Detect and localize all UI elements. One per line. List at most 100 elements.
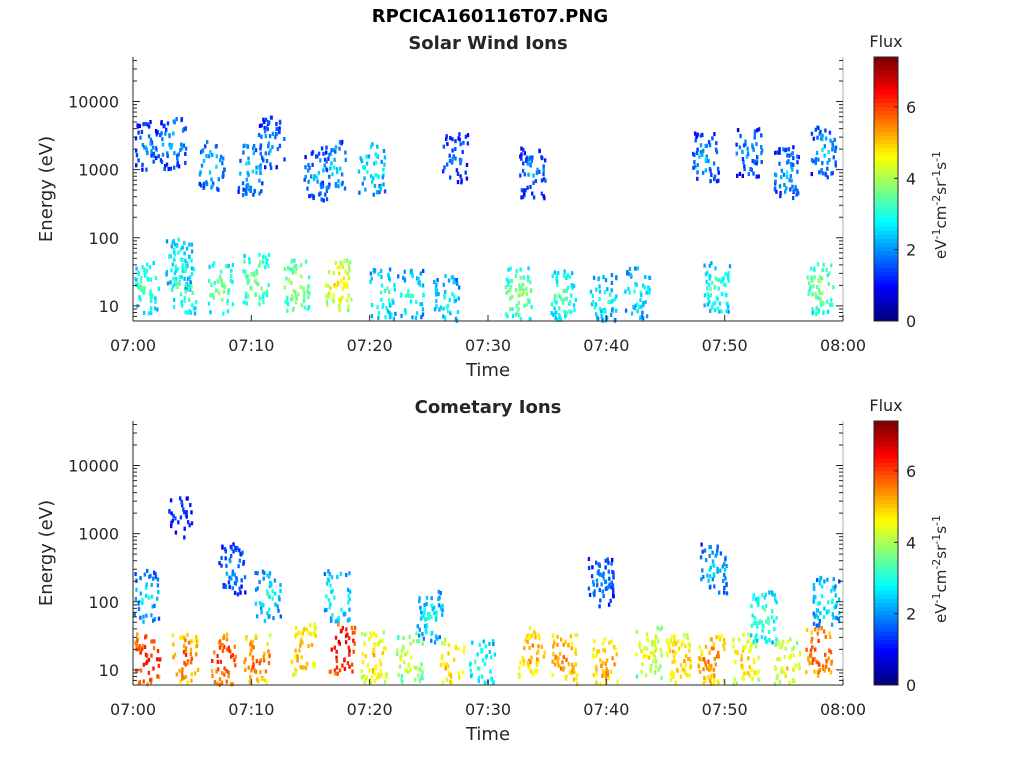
flux-cell	[592, 591, 595, 596]
flux-cell	[714, 266, 717, 271]
flux-cell	[435, 616, 438, 621]
flux-cell	[830, 622, 834, 627]
flux-cell	[743, 167, 746, 172]
flux-cell	[141, 265, 144, 270]
flux-cell	[235, 578, 239, 583]
flux-cell	[253, 189, 257, 194]
flux-cell	[336, 282, 340, 287]
flux-cell	[258, 252, 261, 257]
flux-cell	[421, 307, 425, 312]
flux-cell	[224, 549, 227, 554]
flux-cell	[528, 298, 531, 303]
flux-cell	[646, 655, 650, 660]
flux-cell	[411, 294, 414, 299]
flux-cell	[339, 260, 342, 265]
flux-cell	[633, 289, 636, 294]
flux-cell	[271, 596, 274, 601]
flux-cell	[375, 675, 379, 680]
flux-cell	[765, 619, 768, 624]
flux-cell	[242, 150, 245, 155]
flux-cell	[792, 196, 795, 201]
flux-cell	[811, 310, 815, 315]
flux-cell	[372, 649, 376, 654]
flux-cell	[668, 648, 672, 653]
flux-cell	[300, 655, 303, 660]
flux-cell	[788, 178, 791, 183]
flux-cell	[329, 583, 332, 588]
flux-cell	[341, 625, 344, 630]
flux-cell	[156, 307, 159, 312]
flux-cell	[393, 283, 396, 288]
flux-cell	[713, 673, 716, 678]
flux-cell	[607, 300, 610, 305]
flux-cell	[259, 670, 262, 675]
flux-cell	[195, 652, 198, 657]
flux-cell	[556, 634, 559, 639]
flux-cell	[821, 664, 825, 669]
flux-cell	[334, 619, 337, 624]
flux-cell	[712, 302, 715, 307]
flux-cell	[372, 653, 376, 658]
flux-cell	[755, 174, 758, 179]
flux-cell	[534, 631, 537, 636]
flux-cell	[605, 667, 608, 672]
flux-cell	[708, 574, 712, 579]
flux-cell	[286, 308, 289, 313]
flux-cell	[564, 676, 567, 681]
flux-cell	[286, 266, 290, 271]
flux-cell	[490, 655, 493, 660]
flux-cell	[194, 306, 197, 311]
flux-cell	[454, 316, 458, 321]
flux-cell	[659, 647, 662, 652]
flux-cell	[313, 629, 316, 634]
flux-cell	[136, 638, 139, 643]
flux-cell	[156, 596, 159, 601]
flux-cell	[776, 642, 780, 647]
flux-cell	[373, 643, 376, 648]
flux-cell	[222, 311, 225, 316]
flux-cell	[329, 618, 333, 623]
flux-cell	[754, 644, 758, 649]
flux-cell	[259, 166, 262, 171]
flux-cell	[252, 192, 255, 197]
flux-cell	[488, 641, 491, 646]
flux-cell	[269, 162, 272, 167]
flux-cell	[376, 642, 379, 647]
flux-cell	[425, 602, 428, 607]
flux-cell	[260, 610, 263, 615]
flux-cell	[181, 303, 184, 308]
flux-cell	[725, 583, 728, 588]
flux-cell	[274, 135, 277, 140]
flux-cell	[161, 152, 165, 157]
flux-cell	[813, 669, 816, 674]
flux-cell	[249, 679, 252, 684]
flux-cell	[608, 582, 611, 587]
flux-cell	[245, 191, 248, 196]
flux-cell	[740, 657, 743, 662]
flux-cell	[727, 275, 730, 280]
flux-cell	[187, 254, 191, 259]
flux-cell	[764, 636, 767, 641]
figure-title: RPCICA160116T07.PNG	[371, 6, 609, 27]
flux-cell	[409, 668, 412, 673]
flux-cell	[400, 673, 404, 678]
flux-cell	[706, 302, 709, 307]
flux-cell	[743, 164, 746, 169]
flux-cell	[189, 287, 192, 292]
flux-cell	[139, 279, 143, 284]
flux-cell	[598, 284, 601, 289]
flux-cell	[275, 122, 278, 127]
colorbar-segment	[874, 602, 898, 608]
flux-cell	[139, 135, 142, 140]
flux-cell	[335, 665, 339, 670]
flux-cell	[273, 578, 277, 583]
flux-cell	[227, 580, 231, 585]
flux-cell	[209, 293, 212, 298]
flux-cell	[615, 276, 618, 281]
flux-cell	[160, 121, 163, 126]
flux-cell	[828, 648, 831, 653]
flux-cell	[227, 648, 231, 653]
flux-cell	[832, 585, 835, 590]
flux-cell	[829, 634, 832, 639]
flux-cell	[194, 671, 197, 676]
